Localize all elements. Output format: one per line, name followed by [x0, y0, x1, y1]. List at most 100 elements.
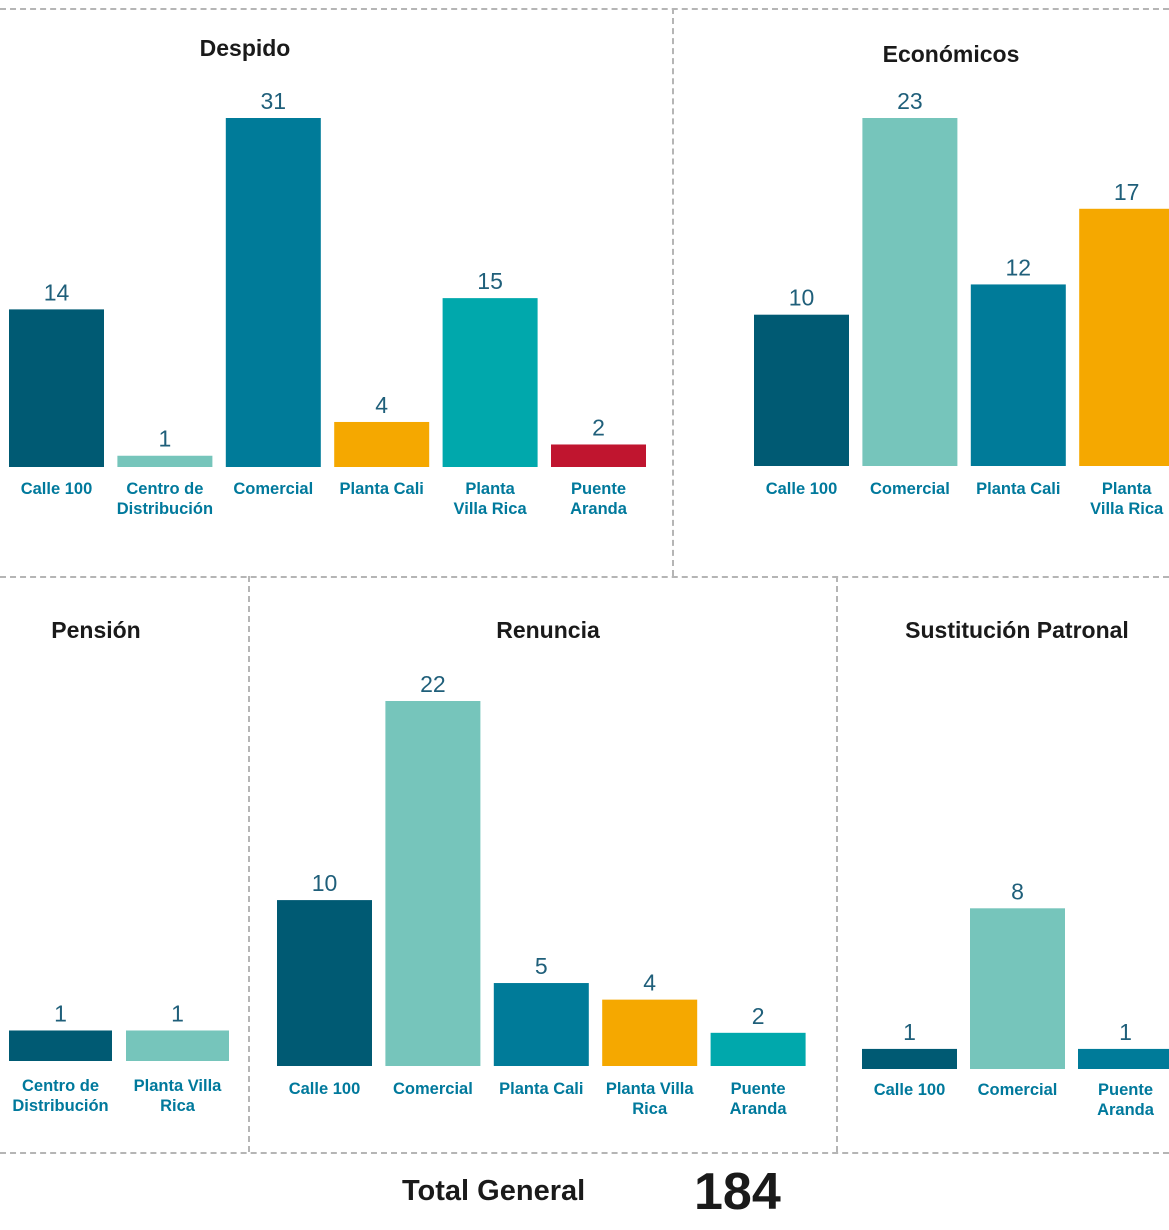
- category-label-renuncia-2: Comercial: [393, 1080, 473, 1098]
- bar-sustitucion-patronal-2: [970, 908, 1065, 1069]
- category-label-pension-1: Centro de Distribución: [12, 1077, 108, 1115]
- category-label-line: Planta Cali: [499, 1080, 583, 1098]
- category-label-despido-3: Comercial: [233, 480, 313, 498]
- category-label-line: Comercial: [233, 480, 313, 498]
- value-label-renuncia-5: 2: [752, 1003, 765, 1029]
- category-label-line: Puente: [1098, 1081, 1153, 1099]
- bar-renuncia-2: [385, 701, 481, 1066]
- bar-pension-1: [9, 1030, 112, 1061]
- bar-sustitucion-patronal-3: [1078, 1048, 1169, 1069]
- category-label-line: Comercial: [978, 1081, 1058, 1099]
- value-label-renuncia-2: 22: [420, 671, 446, 697]
- top-divider: [0, 8, 1169, 10]
- category-label-line: Comercial: [870, 480, 950, 498]
- category-label-renuncia-1: Calle 100: [289, 1080, 361, 1098]
- category-label-renuncia-5: Puente Aranda: [730, 1080, 788, 1118]
- category-label-renuncia-4: Planta Villa Rica: [606, 1080, 695, 1118]
- category-label-line: Planta: [1102, 480, 1152, 498]
- category-label-line: Distribución: [117, 500, 213, 518]
- category-label-despido-4: Planta Cali: [340, 480, 424, 498]
- category-label-sustitucion-patronal-2: Comercial: [978, 1081, 1058, 1099]
- category-label-line: Planta Cali: [976, 480, 1060, 498]
- divider-pension-renuncia: [248, 576, 250, 1152]
- divider-renuncia-sustitucion: [836, 576, 838, 1152]
- value-label-pension-1: 1: [54, 1000, 67, 1026]
- bar-renuncia-4: [602, 999, 698, 1066]
- chart-title-despido: Despido: [200, 35, 291, 61]
- category-label-economicos-3: Planta Cali: [976, 480, 1060, 498]
- category-label-line: Puente: [571, 480, 626, 498]
- category-label-line: Calle 100: [766, 480, 838, 498]
- chart-title-economicos: Económicos: [883, 41, 1020, 67]
- bar-renuncia-3: [493, 983, 589, 1066]
- category-label-economicos-1: Calle 100: [766, 480, 838, 498]
- category-label-line: Aranda: [730, 1100, 788, 1118]
- bar-despido-4: [334, 421, 430, 467]
- chart-title-pension: Pensión: [51, 617, 140, 643]
- value-label-sustitucion-patronal-2: 8: [1011, 878, 1024, 904]
- middle-divider: [0, 576, 1169, 578]
- value-label-pension-2: 1: [171, 1000, 184, 1026]
- value-label-renuncia-4: 4: [643, 970, 656, 996]
- bar-despido-1: [9, 309, 104, 467]
- category-label-line: Planta Villa: [606, 1080, 695, 1098]
- category-label-line: Centro de: [22, 1077, 99, 1095]
- chart-title-renuncia: Renuncia: [496, 617, 600, 643]
- value-label-sustitucion-patronal-3: 1: [1119, 1019, 1132, 1045]
- category-label-line: Calle 100: [874, 1081, 946, 1099]
- bottom-divider: [0, 1152, 1169, 1154]
- category-label-despido-6: Puente Aranda: [570, 480, 628, 518]
- category-label-line: Rica: [160, 1097, 196, 1115]
- category-label-line: Aranda: [1097, 1101, 1155, 1119]
- bar-despido-5: [442, 298, 538, 467]
- value-label-sustitucion-patronal-1: 1: [903, 1019, 916, 1045]
- category-label-pension-2: Planta Villa Rica: [134, 1077, 223, 1115]
- value-label-renuncia-3: 5: [535, 953, 548, 979]
- category-label-line: Planta Villa: [134, 1077, 223, 1095]
- bar-pension-2: [126, 1030, 229, 1061]
- value-label-despido-2: 1: [159, 426, 172, 452]
- category-label-line: Rica: [632, 1100, 668, 1118]
- category-label-line: Villa Rica: [454, 500, 528, 518]
- bar-sustitucion-patronal-1: [862, 1048, 957, 1069]
- value-label-despido-1: 14: [44, 279, 70, 305]
- category-label-line: Calle 100: [21, 480, 93, 498]
- category-label-line: Planta Cali: [340, 480, 424, 498]
- value-label-economicos-3: 12: [1006, 254, 1032, 280]
- bar-despido-3: [225, 118, 321, 467]
- category-label-line: Puente: [731, 1080, 786, 1098]
- value-label-economicos-2: 23: [897, 88, 923, 114]
- bar-renuncia-5: [710, 1032, 806, 1066]
- value-label-despido-5: 15: [477, 268, 503, 294]
- divider-despido-economicos: [672, 8, 674, 576]
- value-label-economicos-1: 10: [789, 285, 815, 311]
- total-general-label: Total General: [402, 1175, 586, 1207]
- category-label-line: Comercial: [393, 1080, 473, 1098]
- bar-economicos-4: [1079, 208, 1169, 467]
- category-label-line: Centro de: [126, 480, 203, 498]
- value-label-economicos-4: 17: [1114, 179, 1140, 205]
- category-label-renuncia-3: Planta Cali: [499, 1080, 583, 1098]
- category-label-despido-1: Calle 100: [21, 480, 93, 498]
- value-label-renuncia-1: 10: [312, 870, 338, 896]
- category-label-economicos-4: Planta Villa Rica: [1090, 480, 1164, 518]
- bar-economicos-1: [754, 314, 849, 466]
- value-label-despido-6: 2: [592, 414, 605, 440]
- category-label-despido-2: Centro de Distribución: [117, 480, 213, 518]
- value-label-despido-4: 4: [375, 392, 388, 418]
- value-label-despido-3: 31: [261, 88, 287, 114]
- category-label-line: Calle 100: [289, 1080, 361, 1098]
- bar-economicos-2: [862, 118, 958, 466]
- bar-despido-6: [551, 444, 646, 467]
- total-general-value: 184: [694, 1163, 781, 1221]
- bar-renuncia-1: [277, 900, 372, 1066]
- bar-economicos-3: [970, 284, 1066, 466]
- chart-title-sustitucion-patronal: Sustitución Patronal: [905, 617, 1129, 643]
- category-label-sustitucion-patronal-3: Puente Aranda: [1097, 1081, 1155, 1119]
- category-label-line: Villa Rica: [1090, 500, 1164, 518]
- bar-despido-2: [117, 455, 213, 467]
- category-label-line: Aranda: [570, 500, 628, 518]
- category-label-line: Planta: [465, 480, 515, 498]
- category-label-despido-5: Planta Villa Rica: [454, 480, 528, 518]
